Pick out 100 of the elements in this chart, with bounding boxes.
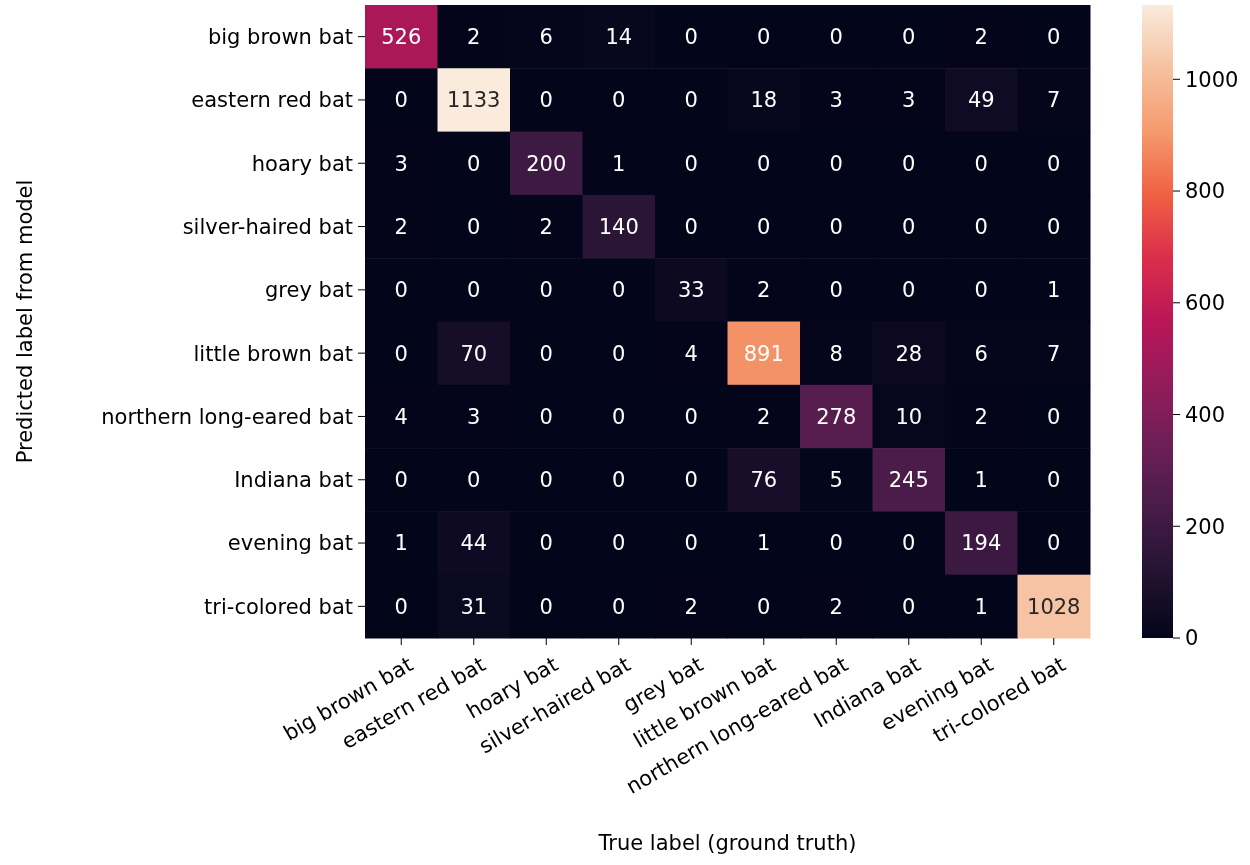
data-label: 0 <box>1047 404 1061 429</box>
x-axis-title: True label (ground truth) <box>597 831 857 855</box>
data-label: 2 <box>539 214 553 239</box>
data-label: 0 <box>539 88 553 113</box>
data-label: 1133 <box>447 88 501 113</box>
data-label: 2 <box>974 404 988 429</box>
data-label: 0 <box>684 404 698 429</box>
y-axis-title: Predicted label from model <box>13 179 37 464</box>
data-label: 0 <box>467 278 481 303</box>
data-label: 4 <box>394 404 408 429</box>
data-label: 0 <box>612 531 626 556</box>
color-bar-label: 600 <box>1185 291 1226 316</box>
data-label: 7 <box>1047 88 1061 113</box>
color-bar-label: 400 <box>1185 402 1226 427</box>
data-label: 0 <box>684 88 698 113</box>
data-label: 3 <box>394 151 408 176</box>
data-label: 0 <box>684 468 698 493</box>
data-label: 0 <box>684 531 698 556</box>
y-tick-label: evening bat <box>227 531 353 556</box>
data-label: 2 <box>394 214 408 239</box>
data-label: 0 <box>1047 531 1061 556</box>
data-label: 0 <box>902 594 916 619</box>
data-label: 0 <box>684 151 698 176</box>
y-tick-label: hoary bat <box>251 151 353 176</box>
data-label: 0 <box>394 468 408 493</box>
data-label: 2 <box>757 404 771 429</box>
data-label: 0 <box>684 214 698 239</box>
data-label: 44 <box>460 531 488 556</box>
data-label: 7 <box>1047 341 1061 366</box>
data-label: 0 <box>612 468 626 493</box>
data-label: 0 <box>539 468 553 493</box>
data-label: 0 <box>612 341 626 366</box>
data-label: 3 <box>902 88 916 113</box>
data-label: 70 <box>460 341 488 366</box>
data-label: 8 <box>829 341 843 366</box>
data-label: 0 <box>467 214 481 239</box>
data-label: 33 <box>677 278 705 303</box>
data-label: 0 <box>539 531 553 556</box>
data-label: 6 <box>974 341 988 366</box>
data-label: 4 <box>684 341 698 366</box>
data-label: 1 <box>974 468 988 493</box>
data-label: 0 <box>974 214 988 239</box>
y-tick-label: grey bat <box>265 278 353 303</box>
data-label: 1 <box>757 531 771 556</box>
data-label: 245 <box>888 468 929 493</box>
data-label: 2 <box>467 25 481 49</box>
data-label: 28 <box>895 341 923 366</box>
data-label: 6 <box>539 25 553 49</box>
data-label: 1028 <box>1027 594 1081 619</box>
data-label: 0 <box>612 594 626 619</box>
data-label: 0 <box>902 214 916 239</box>
data-label: 0 <box>539 594 553 619</box>
data-label: 0 <box>829 531 843 556</box>
data-label: 0 <box>829 278 843 303</box>
data-label: 0 <box>829 151 843 176</box>
data-label: 31 <box>460 594 488 619</box>
data-label: 0 <box>612 88 626 113</box>
data-label: 14 <box>605 25 633 49</box>
y-tick-label: silver-haired bat <box>182 214 353 239</box>
data-label: 0 <box>394 594 408 619</box>
data-label: 1 <box>612 151 626 176</box>
data-label: 278 <box>816 404 857 429</box>
data-label: 0 <box>1047 151 1061 176</box>
data-label: 0 <box>394 88 408 113</box>
data-label: 0 <box>539 404 553 429</box>
data-label: 0 <box>467 468 481 493</box>
data-label: 0 <box>612 404 626 429</box>
colorbar: 0 200 400 600 800 1000 <box>1142 5 1239 651</box>
data-label: 140 <box>598 214 639 239</box>
y-tick-label: big brown bat <box>207 25 353 49</box>
data-label: 18 <box>750 88 778 113</box>
data-label: 0 <box>757 594 771 619</box>
data-label: 0 <box>829 214 843 239</box>
data-label: 194 <box>961 531 1002 556</box>
data-label: 1 <box>974 594 988 619</box>
y-tick-label: eastern red bat <box>191 88 353 113</box>
data-label: 10 <box>895 404 923 429</box>
data-label: 0 <box>902 531 916 556</box>
y-tick-label: Indiana bat <box>234 468 353 493</box>
color-bar-label: 0 <box>1185 626 1199 651</box>
data-label: 0 <box>539 341 553 366</box>
data-label: 0 <box>974 278 988 303</box>
color-bar-label: 800 <box>1185 179 1226 204</box>
data-label: 2 <box>974 25 988 49</box>
color-bar-label: 1000 <box>1185 67 1239 92</box>
y-tick-label: northern long-eared bat <box>101 404 353 429</box>
data-label: 891 <box>743 341 784 366</box>
data-label: 0 <box>902 25 916 49</box>
data-label: 0 <box>902 151 916 176</box>
data-label: 49 <box>967 88 995 113</box>
data-label: 2 <box>757 278 771 303</box>
data-label: 76 <box>750 468 778 493</box>
data-label: 2 <box>829 594 843 619</box>
data-label: 3 <box>829 88 843 113</box>
data-label: 0 <box>684 25 698 49</box>
data-label: 0 <box>1047 214 1061 239</box>
data-label: 0 <box>974 151 988 176</box>
y-tick-label: tri-colored bat <box>204 594 353 619</box>
data-label: 0 <box>612 278 626 303</box>
data-label: 0 <box>394 341 408 366</box>
